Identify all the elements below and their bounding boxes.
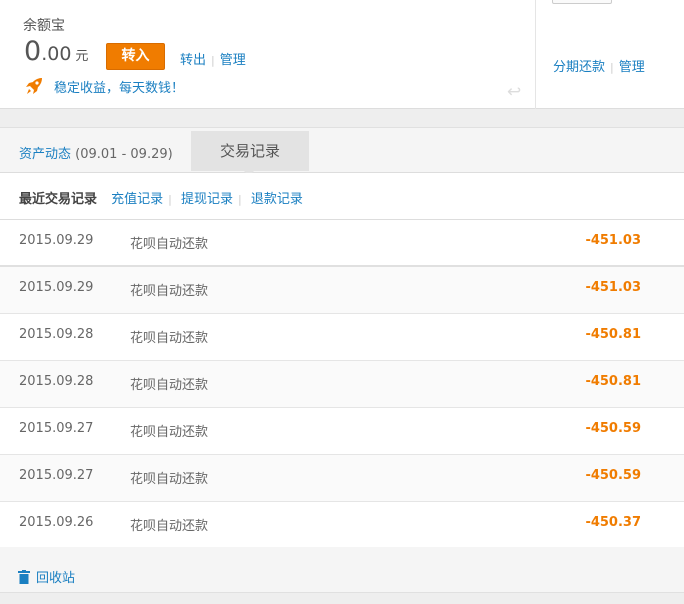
table-row[interactable]: 2015.09.28 花呗自动还款 -450.81	[0, 361, 684, 408]
footer: 回收站	[0, 547, 684, 593]
withdraw-records-link[interactable]: 提现记录	[181, 192, 234, 207]
tab-bar: 资产动态 (09.01 - 09.29) 交易记录	[0, 127, 684, 176]
transfer-in-button[interactable]: 转入	[106, 43, 165, 70]
table-row[interactable]: 2015.09.28 花呗自动还款 -450.81	[0, 314, 684, 361]
recent-records[interactable]: 最近交易记录	[19, 192, 98, 207]
table-row[interactable]: 2015.09.29 花呗自动还款 -451.03	[0, 220, 684, 267]
right-manage-link[interactable]: 管理	[618, 60, 645, 75]
tab-records[interactable]: 交易记录	[191, 131, 309, 176]
transfer-out-link[interactable]: 转出	[180, 53, 207, 68]
record-subnav: 最近交易记录 充值记录 | 提现记录 | 退款记录	[0, 173, 684, 220]
tab-assets[interactable]: 资产动态 (09.01 - 09.29)	[19, 147, 173, 162]
table-row[interactable]: 2015.09.27 花呗自动还款 -450.59	[0, 408, 684, 455]
recycle-bin-link[interactable]: 回收站	[36, 571, 76, 586]
top-panel: 余额宝 0.00 元 转入 转出 | 管理 稳定收益，每天数钱！ ↩ 分期还款 | 管理	[0, 0, 684, 109]
return-icon[interactable]: ↩	[507, 82, 522, 102]
installment-link[interactable]: 分期还款	[553, 60, 606, 75]
manage-link[interactable]: 管理	[219, 53, 246, 68]
rocket-icon	[26, 78, 42, 94]
trash-icon[interactable]	[17, 569, 31, 584]
right-button[interactable]	[552, 0, 612, 4]
table-row[interactable]: 2015.09.26 花呗自动还款 -450.37	[0, 502, 684, 549]
recharge-records-link[interactable]: 充值记录	[111, 192, 164, 207]
transaction-list: 2015.09.29 花呗自动还款 -451.03 2015.09.29 花呗自动还款…	[0, 220, 684, 549]
refund-records-link[interactable]: 退款记录	[250, 192, 303, 207]
yuebao-panel: 余额宝 0.00 元 转入 转出 | 管理 稳定收益，每天数钱！ ↩	[0, 0, 536, 109]
balance-amount: 0.00 元	[24, 36, 89, 67]
yuebao-title: 余额宝	[23, 18, 65, 34]
table-row[interactable]: 2015.09.29 花呗自动还款 -451.03	[0, 267, 684, 314]
table-row[interactable]: 2015.09.27 花呗自动还款 -450.59	[0, 455, 684, 502]
promo-link[interactable]: 稳定收益，每天数钱！	[54, 80, 185, 96]
